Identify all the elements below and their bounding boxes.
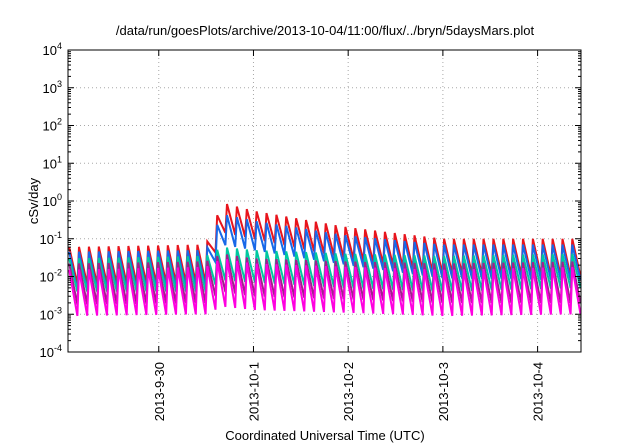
x-tick-label: 2013-10-4 xyxy=(531,362,546,421)
y-tick-label-exponent: -1 xyxy=(54,230,62,240)
y-tick-label: 10-1 xyxy=(40,230,62,247)
y-tick-label-base: 10 xyxy=(43,194,57,209)
x-tick-label: 2013-10-3 xyxy=(436,362,451,421)
x-tick-label: 2013-9-30 xyxy=(152,362,167,421)
y-tick-label-exponent: -4 xyxy=(54,343,62,353)
series-line-5 xyxy=(68,259,582,317)
y-tick-label-base: 10 xyxy=(40,270,54,285)
series-layer xyxy=(68,203,582,317)
y-tick-label: 104 xyxy=(43,41,62,58)
y-tick-label-base: 10 xyxy=(40,307,54,322)
y-tick-label-base: 10 xyxy=(40,345,54,360)
x-axis-label: Coordinated Universal Time (UTC) xyxy=(225,428,424,443)
y-tick-label-base: 10 xyxy=(43,81,57,96)
y-tick-label-exponent: -2 xyxy=(54,268,62,278)
x-axis: 2013-9-30 2013-10-1 2013-10-2 2013-10-3 2013… xyxy=(152,50,546,421)
y-tick-label-base: 10 xyxy=(43,156,57,171)
x-tick-label: 2013-10-2 xyxy=(341,362,356,421)
y-tick-label-base: 10 xyxy=(43,43,57,58)
y-tick-label: 101 xyxy=(43,154,62,171)
y-tick-label: 10-3 xyxy=(40,305,62,322)
y-tick-label-base: 10 xyxy=(43,119,57,134)
y-tick-label-exponent: 3 xyxy=(57,79,62,89)
y-tick-label: 103 xyxy=(43,79,62,96)
y-tick-label: 10-4 xyxy=(40,343,62,360)
y-tick-label: 100 xyxy=(43,192,62,209)
y-tick-label-exponent: 1 xyxy=(57,154,62,164)
x-tick-label: 2013-10-1 xyxy=(246,362,261,421)
y-tick-label-exponent: -3 xyxy=(54,305,62,315)
y-tick-label: 102 xyxy=(43,117,62,134)
y-axis-label: cSv/day xyxy=(26,177,41,224)
y-tick-label: 10-2 xyxy=(40,268,62,285)
y-tick-label-exponent: 4 xyxy=(57,41,62,51)
chart-title: /data/run/goesPlots/archive/2013-10-04/1… xyxy=(116,23,535,38)
y-tick-label-exponent: 0 xyxy=(57,192,62,202)
y-tick-label-exponent: 2 xyxy=(57,117,62,127)
y-tick-label-base: 10 xyxy=(40,232,54,247)
